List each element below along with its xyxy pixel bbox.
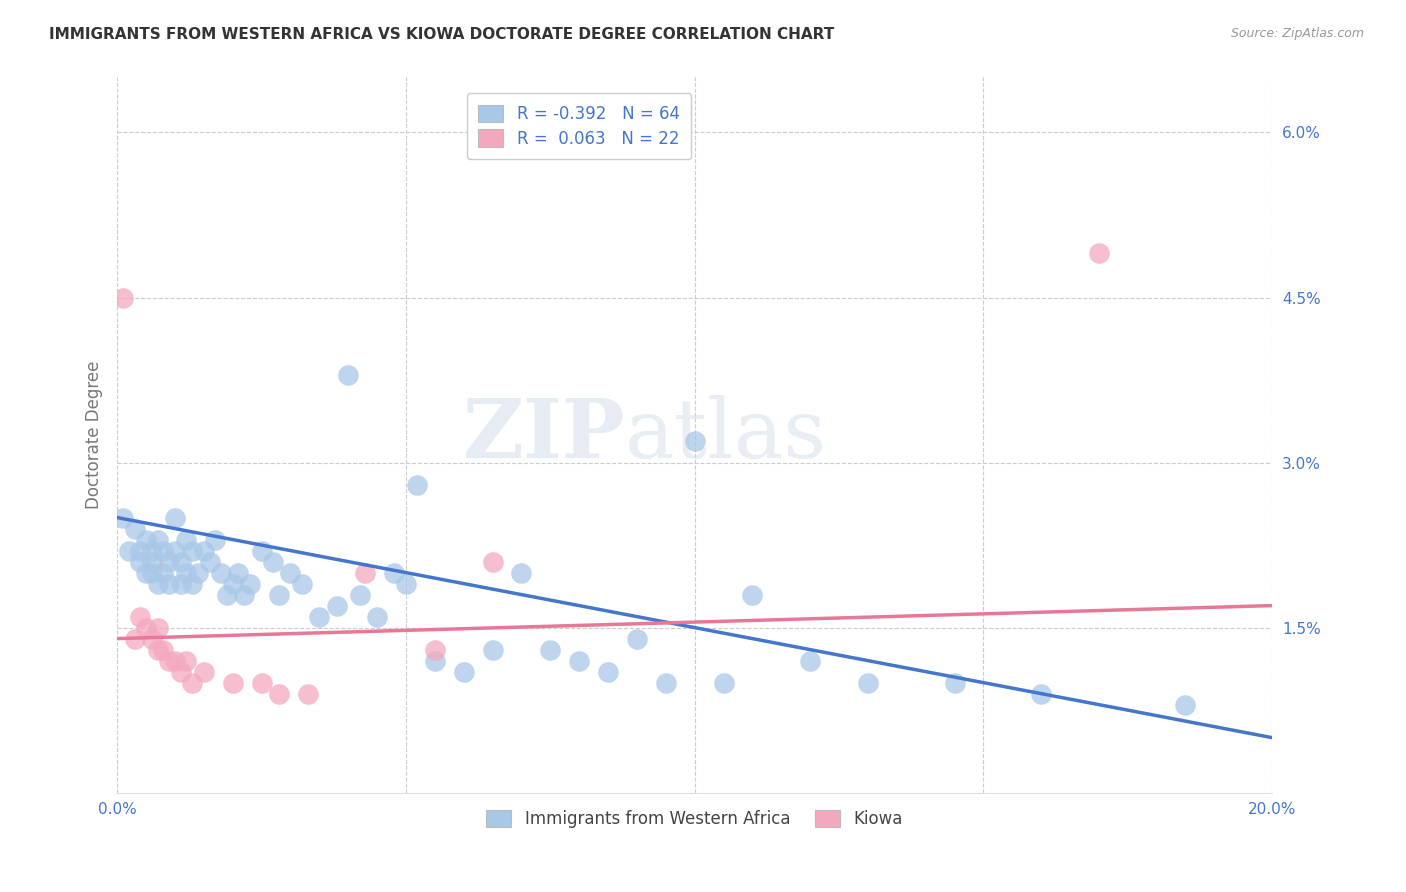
Point [170,576,193,591]
Point [146,642,169,657]
Point [135,621,157,635]
Point [163,510,186,524]
Point [233,588,256,602]
Point [176,566,198,580]
Text: IMMIGRANTS FROM WESTERN AFRICA VS KIOWA DOCTORATE DEGREE CORRELATION CHART: IMMIGRANTS FROM WESTERN AFRICA VS KIOWA … [49,27,834,42]
Point [181,576,204,591]
Point [655,675,678,690]
Point [568,654,591,668]
Point [170,555,193,569]
Point [799,654,821,668]
Point [337,368,360,382]
Text: atlas: atlas [626,395,828,475]
Point [366,609,388,624]
Point [152,566,174,580]
Point [111,291,134,305]
Point [181,543,204,558]
Point [349,588,371,602]
Text: Source: ZipAtlas.com: Source: ZipAtlas.com [1230,27,1364,40]
Point [713,675,735,690]
Point [596,665,619,679]
Point [176,533,198,547]
Point [141,566,163,580]
Point [423,654,446,668]
Point [683,434,706,448]
Point [382,566,405,580]
Point [481,642,503,657]
Point [1088,246,1111,260]
Point [124,522,146,536]
Point [395,576,418,591]
Point [141,555,163,569]
Point [176,654,198,668]
Point [146,533,169,547]
Point [198,555,221,569]
Point [209,566,232,580]
Point [141,543,163,558]
Point [111,510,134,524]
Point [228,566,250,580]
Point [250,675,273,690]
Point [297,687,319,701]
Point [1029,687,1052,701]
Text: ZIP: ZIP [463,395,626,475]
Point [141,632,163,646]
Point [204,533,226,547]
Point [170,665,193,679]
Point [129,555,152,569]
Point [267,588,290,602]
Point [741,588,763,602]
Point [325,599,347,613]
Point [187,566,209,580]
Point [163,543,186,558]
Point [157,654,180,668]
Point [157,576,180,591]
Point [239,576,262,591]
Point [129,609,152,624]
Point [146,576,169,591]
Point [215,588,238,602]
Point [118,543,141,558]
Point [135,566,157,580]
Point [152,642,174,657]
Point [354,566,377,580]
Point [181,675,204,690]
Point [423,642,446,657]
Point [124,632,146,646]
Point [280,566,302,580]
Point [1174,698,1197,712]
Point [626,632,648,646]
Point [221,576,243,591]
Point [129,543,152,558]
Point [163,654,186,668]
Point [250,543,273,558]
Point [453,665,475,679]
Point [262,555,284,569]
Point [221,675,243,690]
Legend: Immigrants from Western Africa, Kiowa: Immigrants from Western Africa, Kiowa [479,803,910,834]
Point [406,477,429,491]
Point [157,555,180,569]
Y-axis label: Doctorate Degree: Doctorate Degree [86,361,103,509]
Point [152,543,174,558]
Point [135,533,157,547]
Point [481,555,503,569]
Point [538,642,561,657]
Point [193,665,215,679]
Point [291,576,314,591]
Point [267,687,290,701]
Point [510,566,533,580]
Point [146,621,169,635]
Point [308,609,330,624]
Point [193,543,215,558]
Point [856,675,879,690]
Point [943,675,966,690]
